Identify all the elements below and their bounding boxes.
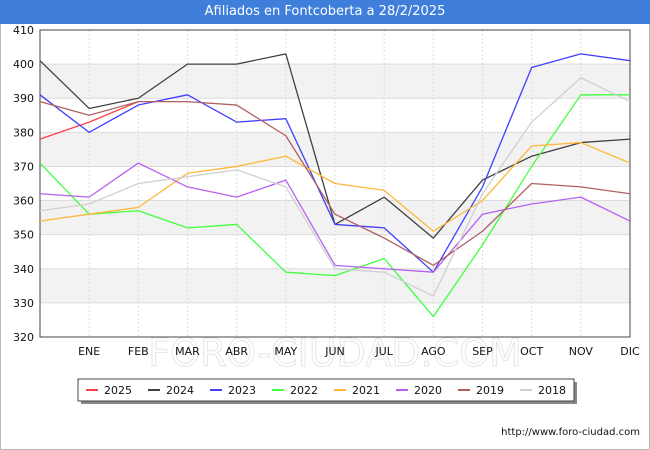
y-tick-label: 350: [13, 229, 34, 242]
y-tick-label: 410: [13, 24, 34, 37]
y-tick-label: 400: [13, 58, 34, 71]
legend-label-2021: 2021: [352, 384, 380, 397]
x-tick-label: FEB: [128, 345, 149, 358]
y-tick-label: 380: [13, 126, 34, 139]
series-line-2020: [39, 162, 631, 273]
plot-band: [40, 200, 630, 235]
legend-label-2025: 2025: [104, 384, 132, 397]
x-tick-label: ENE: [78, 345, 100, 358]
x-tick-label: JUL: [374, 345, 393, 358]
x-tick-label: JUN: [324, 345, 345, 358]
series-line-2021: [39, 141, 631, 232]
x-tick-label: ABR: [225, 345, 248, 358]
x-tick-label: NOV: [569, 345, 594, 358]
legend-label-2018: 2018: [538, 384, 566, 397]
legend-label-2019: 2019: [476, 384, 504, 397]
series-line-2019: [39, 100, 631, 267]
legend: 2025 2024 2023 2022 2021 2020 2019 2018: [77, 378, 577, 404]
series-line-2025: [39, 101, 139, 140]
plot-band: [40, 268, 630, 303]
x-tick-label: MAR: [175, 345, 200, 358]
chart-title: Afiliados en Fontcoberta a 28/2/2025: [0, 0, 650, 24]
y-tick-label: 390: [13, 92, 34, 105]
y-tick-label: 370: [13, 160, 34, 173]
legend-label-2020: 2020: [414, 384, 442, 397]
series-line-2023: [39, 53, 631, 273]
tick-labels: 320 330 340 350 360 370 380 390 400 410 ENE FEB MAR A…: [13, 24, 640, 358]
x-tick-label: SEP: [472, 345, 493, 358]
line-chart: FORO-CIUDAD.COM 320 330 340 350 360 370 380 390…: [13, 24, 640, 404]
watermark: FORO-CIUDAD.COM: [148, 331, 522, 375]
legend-label-2024: 2024: [166, 384, 194, 397]
series-line-2022: [39, 94, 630, 318]
legend-label-2023: 2023: [228, 384, 256, 397]
x-tick-label: AGO: [421, 345, 446, 358]
footer-url[interactable]: http://www.foro-ciudad.com: [501, 427, 640, 438]
plot-border: [39, 29, 631, 338]
x-tick-label: OCT: [520, 345, 543, 358]
y-tick-label: 360: [13, 195, 34, 208]
legend-label-2022: 2022: [290, 384, 318, 397]
axes: [39, 29, 631, 338]
legend-box: [77, 378, 575, 402]
y-tick-label: 330: [13, 297, 34, 310]
y-tick-label: 320: [13, 331, 34, 344]
y-tick-label: 340: [13, 263, 34, 276]
series-lines: [39, 53, 631, 318]
x-tick-label: MAY: [274, 345, 297, 358]
plot-band: [40, 64, 630, 99]
x-tick-label: DIC: [620, 345, 640, 358]
plot-band: [40, 132, 630, 167]
series-line-2018: [39, 77, 631, 297]
